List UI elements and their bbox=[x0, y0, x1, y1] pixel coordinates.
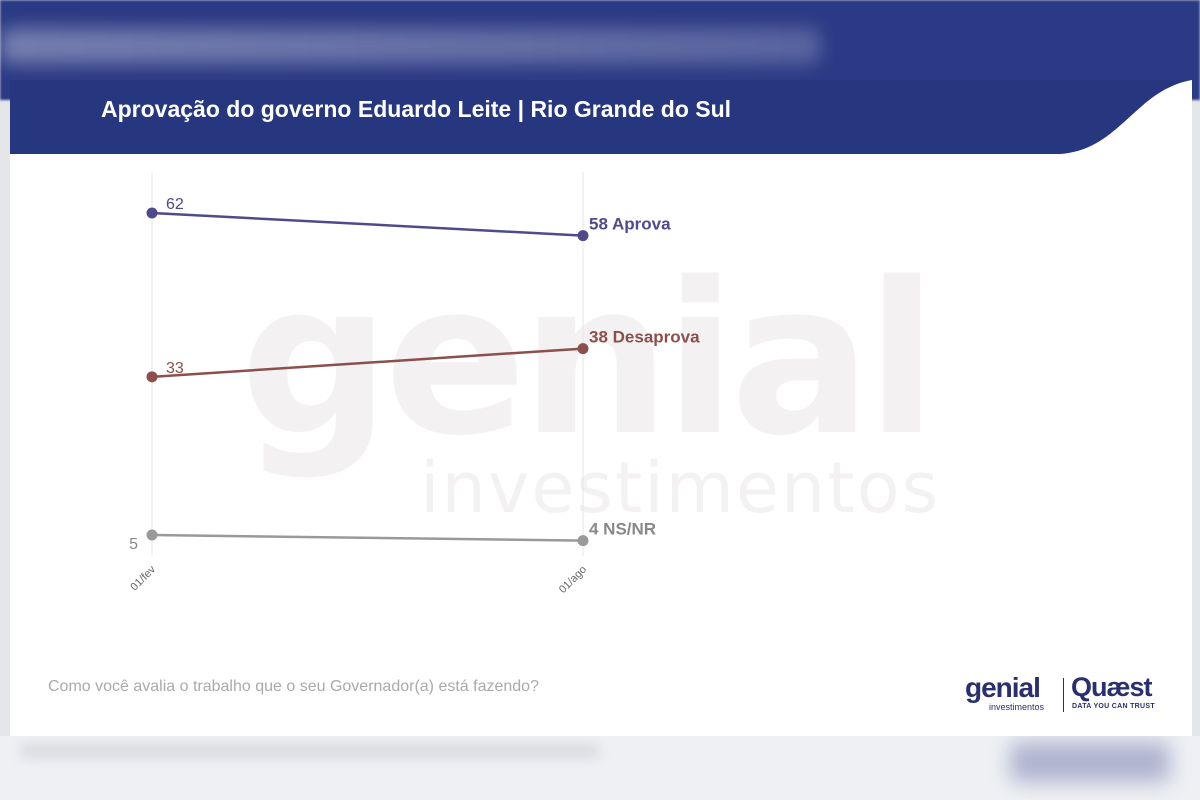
data-point bbox=[146, 529, 158, 541]
header-shape bbox=[10, 80, 1192, 154]
data-point bbox=[577, 535, 589, 547]
header-banner: Aprovação do governo Eduardo Leite | Rio… bbox=[10, 80, 1192, 154]
logo-divider bbox=[1063, 678, 1064, 712]
series-line-desaprova bbox=[151, 347, 584, 379]
watermark-logo: genial investimentos bbox=[240, 255, 980, 555]
background-footer-text-blurred bbox=[20, 744, 600, 758]
series-line-aprova bbox=[151, 211, 584, 237]
data-label-start: 5 bbox=[129, 536, 138, 553]
watermark-main-text: genial bbox=[240, 237, 938, 482]
x-tick-label: 01/fev bbox=[128, 563, 158, 593]
x-tick-label: 01/ago bbox=[557, 564, 589, 596]
background-title-blurred bbox=[0, 28, 820, 64]
background-logo-blurred bbox=[1010, 742, 1170, 782]
data-point bbox=[146, 371, 158, 383]
data-label-end: 58 Aprova bbox=[589, 215, 671, 234]
quaest-logo: Quæst bbox=[1071, 672, 1153, 702]
data-label-end: 4 NS/NR bbox=[589, 520, 656, 539]
genial-logo: genial bbox=[965, 672, 1041, 703]
data-label-start: 33 bbox=[166, 360, 184, 377]
logos: genial investimentos Quæst DATA YOU CAN … bbox=[965, 672, 1175, 716]
survey-question: Como você avalia o trabalho que o seu Go… bbox=[48, 678, 539, 695]
data-label-end: 38 Desaprova bbox=[589, 328, 700, 347]
quaest-tagline: DATA YOU CAN TRUST bbox=[1072, 703, 1155, 710]
data-point bbox=[577, 343, 589, 355]
data-point bbox=[146, 207, 158, 219]
series-line-nsnr bbox=[151, 533, 584, 542]
page-title: Aprovação do governo Eduardo Leite | Rio… bbox=[101, 96, 732, 122]
data-label-start: 62 bbox=[166, 196, 184, 213]
chart-slide: Aprovação do governo Eduardo Leite | Rio… bbox=[10, 80, 1192, 736]
genial-logo-subtitle: investimentos bbox=[989, 702, 1045, 712]
watermark-sub-text: investimentos bbox=[420, 447, 941, 529]
background-footer-blurred bbox=[0, 736, 1200, 800]
data-point bbox=[577, 230, 589, 242]
line-chart: 01/fev 01/ago 62 58 Aprova 33 38 Desaprova 5 4 … bbox=[128, 172, 700, 596]
